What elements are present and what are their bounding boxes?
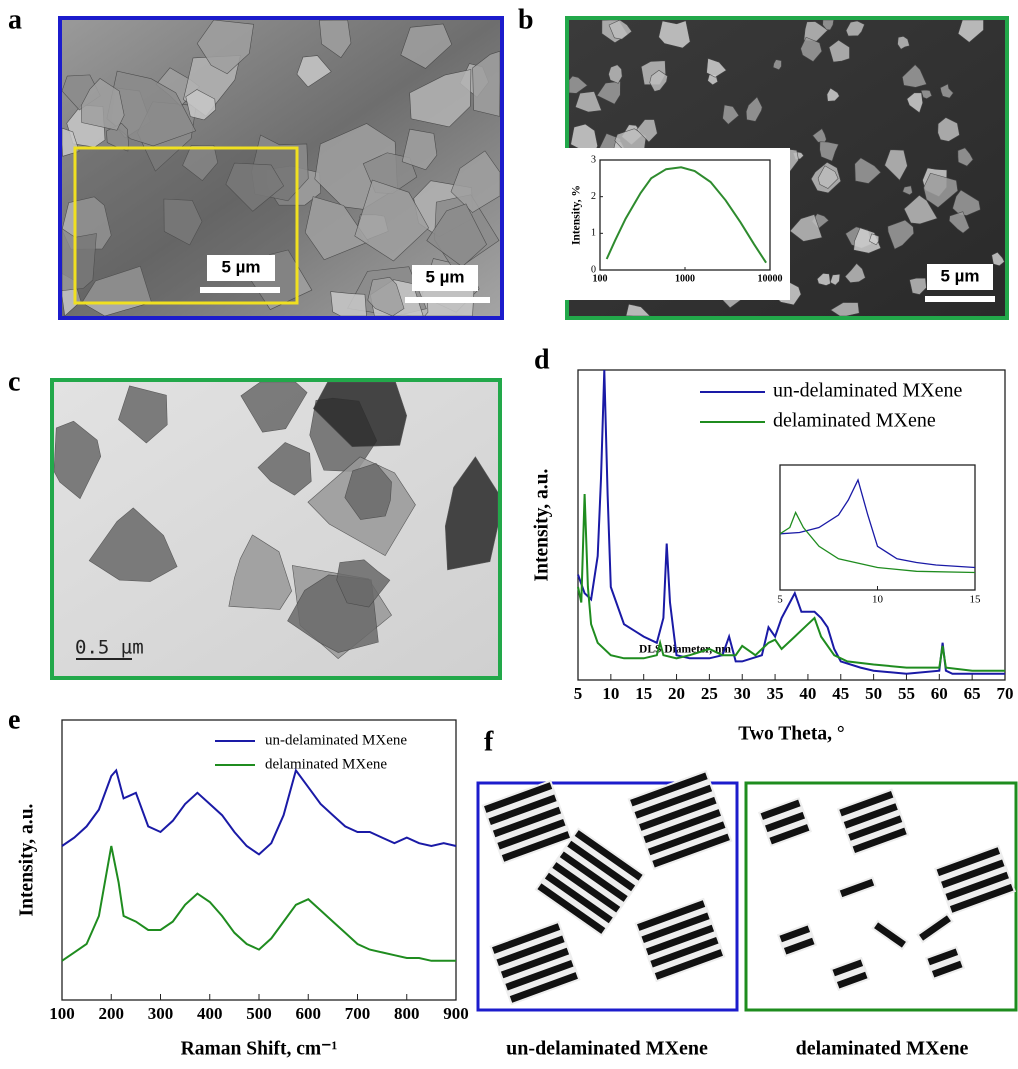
- y-tick-label: 2: [591, 191, 596, 202]
- x-tick-label: 400: [197, 1004, 223, 1023]
- legend-label: un-delaminated MXene: [773, 380, 962, 402]
- figure: 5 µm 5 µm 5 µm 0.5 µm a b c d e f un-del…: [0, 0, 1018, 1069]
- layer-stack: [925, 946, 965, 980]
- y-axis-label: Intensity, %: [571, 185, 583, 245]
- x-tick-label: 40: [799, 684, 816, 703]
- layer-stack: [777, 923, 817, 957]
- scale-label: 5 µm: [940, 266, 979, 285]
- layer-stack: [758, 797, 812, 847]
- layer-stack: [916, 913, 953, 944]
- x-tick-label: 700: [345, 1004, 371, 1023]
- y-axis-label: Intensity, a.u.: [531, 468, 552, 581]
- x-tick-label: 15: [635, 684, 652, 703]
- x-tick-label: 35: [767, 684, 784, 703]
- x-tick-label: 900: [443, 1004, 469, 1023]
- x-tick-label: 100: [49, 1004, 75, 1023]
- x-tick-label: 5: [777, 593, 783, 605]
- layer-stack: [837, 788, 910, 855]
- layer-stack: [837, 876, 876, 899]
- layer-stack: [481, 780, 572, 865]
- scale-label: 5 µm: [221, 257, 260, 276]
- x-tick-label: 50: [865, 684, 882, 703]
- panel-label: a: [8, 4, 22, 35]
- schematic-label: delaminated MXene: [796, 1038, 969, 1060]
- x-tick-label: 600: [296, 1004, 322, 1023]
- panel-label: f: [484, 726, 494, 757]
- layer-stack: [489, 921, 580, 1006]
- panel-label: b: [518, 4, 534, 35]
- layer: [874, 922, 906, 947]
- scale-label: 5 µm: [425, 267, 464, 286]
- plot-frame: [62, 720, 456, 1000]
- data-line: [62, 846, 456, 961]
- scale-label: 0.5 µm: [75, 637, 144, 659]
- x-tick-label: 200: [99, 1004, 125, 1023]
- layer-stack: [628, 770, 733, 870]
- x-tick-label: 15: [970, 593, 982, 605]
- x-tick-label: 70: [997, 684, 1014, 703]
- data-line: [62, 770, 456, 854]
- y-tick-label: 0: [591, 264, 596, 275]
- layer-stack: [934, 845, 1016, 916]
- x-tick-label: 10000: [758, 273, 783, 284]
- x-tick-label: 5: [574, 684, 583, 703]
- texture-shape: [331, 292, 367, 316]
- layer-stack: [830, 957, 870, 991]
- x-tick-label: 10: [602, 684, 619, 703]
- x-tick-label: 25: [701, 684, 718, 703]
- x-tick-label: 20: [668, 684, 685, 703]
- x-tick-label: 55: [898, 684, 915, 703]
- schematic: [481, 770, 1016, 1005]
- y-tick-label: 1: [591, 228, 596, 239]
- layer-stack: [871, 920, 908, 951]
- legend-label: delaminated MXene: [773, 410, 936, 432]
- x-axis-label: Two Theta, °: [738, 723, 844, 744]
- x-tick-label: 45: [832, 684, 849, 703]
- panel-label: c: [8, 366, 20, 397]
- x-tick-label: 1000: [675, 273, 695, 284]
- x-tick-label: 60: [931, 684, 948, 703]
- x-axis-label: Raman Shift, cm⁻¹: [181, 1038, 338, 1059]
- panel-label: d: [534, 344, 550, 375]
- texture-shape: [609, 65, 623, 84]
- panel-label: e: [8, 704, 20, 735]
- x-tick-label: 300: [148, 1004, 174, 1023]
- legend-label: delaminated MXene: [265, 756, 387, 772]
- x-tick-label: 800: [394, 1004, 420, 1023]
- x-tick-label: 500: [246, 1004, 272, 1023]
- y-tick-label: 3: [591, 154, 596, 165]
- x-tick-label: 10: [872, 593, 884, 605]
- x-tick-label: 65: [964, 684, 981, 703]
- x-tick-label: 30: [734, 684, 751, 703]
- legend-label: un-delaminated MXene: [265, 732, 407, 748]
- y-axis-label: Intensity, a.u.: [16, 803, 37, 916]
- layer: [919, 915, 951, 940]
- layer-stack: [634, 898, 725, 983]
- schematic-label: un-delaminated MXene: [506, 1038, 708, 1060]
